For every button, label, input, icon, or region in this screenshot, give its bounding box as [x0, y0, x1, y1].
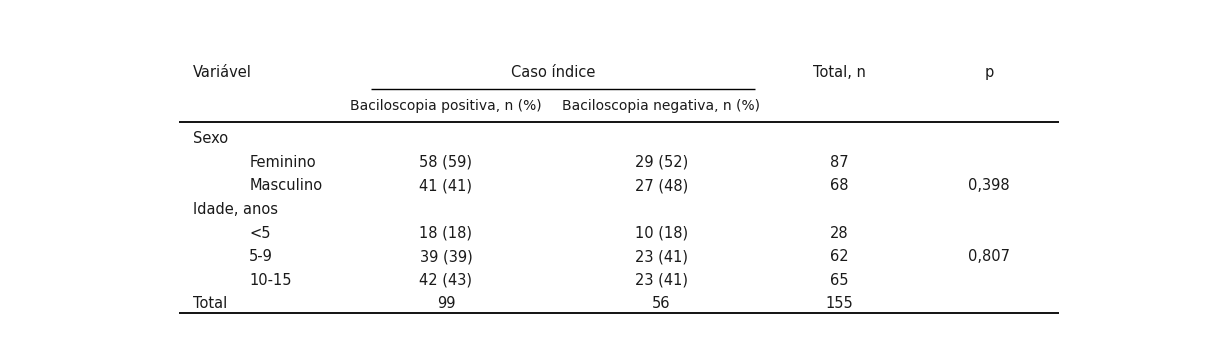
- Text: 18 (18): 18 (18): [419, 226, 472, 240]
- Text: 58 (59): 58 (59): [419, 155, 472, 170]
- Text: Variável: Variável: [193, 65, 252, 80]
- Text: 87: 87: [830, 155, 848, 170]
- Text: 41 (41): 41 (41): [419, 179, 472, 193]
- Text: Caso índice: Caso índice: [511, 65, 596, 80]
- Text: 23 (41): 23 (41): [634, 273, 687, 288]
- Text: 56: 56: [652, 296, 670, 311]
- Text: Idade, anos: Idade, anos: [193, 202, 278, 217]
- Text: Masculino: Masculino: [249, 179, 323, 193]
- Text: 68: 68: [830, 179, 848, 193]
- Text: 0,807: 0,807: [968, 249, 1010, 264]
- Text: <5: <5: [249, 226, 271, 240]
- Text: Total: Total: [193, 296, 227, 311]
- Text: Total, n: Total, n: [813, 65, 866, 80]
- Text: p: p: [985, 65, 993, 80]
- Text: 155: 155: [825, 296, 853, 311]
- Text: 29 (52): 29 (52): [634, 155, 687, 170]
- Text: 23 (41): 23 (41): [634, 249, 687, 264]
- Text: Sexo: Sexo: [193, 131, 228, 146]
- Text: Feminino: Feminino: [249, 155, 316, 170]
- Text: 39 (39): 39 (39): [419, 249, 472, 264]
- Text: 62: 62: [830, 249, 848, 264]
- Text: 5-9: 5-9: [249, 249, 273, 264]
- Text: Baciloscopia negativa, n (%): Baciloscopia negativa, n (%): [562, 99, 760, 113]
- Text: 42 (43): 42 (43): [419, 273, 472, 288]
- Text: 99: 99: [436, 296, 455, 311]
- Text: 0,398: 0,398: [968, 179, 1010, 193]
- Text: 28: 28: [830, 226, 848, 240]
- Text: 10-15: 10-15: [249, 273, 292, 288]
- Text: 27 (48): 27 (48): [634, 179, 687, 193]
- Text: 65: 65: [830, 273, 848, 288]
- Text: Baciloscopia positiva, n (%): Baciloscopia positiva, n (%): [350, 99, 541, 113]
- Text: 10 (18): 10 (18): [634, 226, 687, 240]
